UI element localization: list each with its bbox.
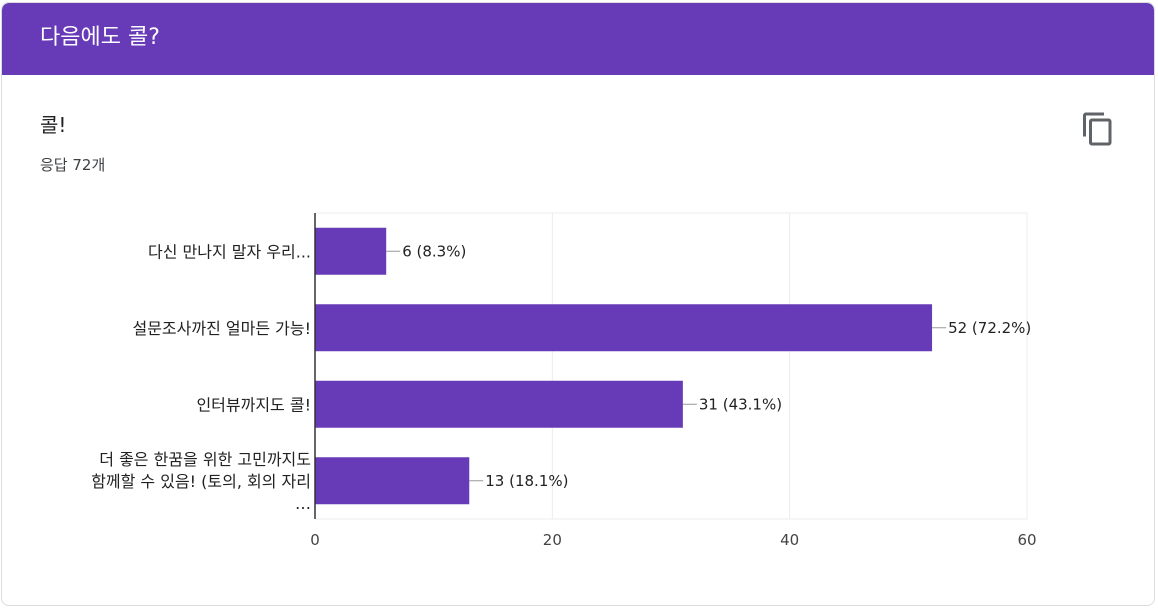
- category-label-3-0: 더 좋은 한꿈을 위한 고민까지도: [99, 450, 311, 469]
- bar-3: [315, 457, 470, 505]
- bar-1: [315, 304, 933, 352]
- value-label-3: 13 (18.1%): [485, 472, 568, 490]
- category-label-1-0: 설문조사까진 얼마든 가능!: [132, 319, 311, 338]
- x-tick-label-20: 20: [543, 531, 562, 549]
- copy-icon: [1083, 112, 1112, 146]
- copy-chart-button[interactable]: [1080, 111, 1116, 147]
- category-label-3-1: 함께할 수 있음! (토의, 회의 자리: [91, 472, 311, 491]
- value-label-2: 31 (43.1%): [699, 395, 782, 413]
- bar-chart: 6 (8.3%) 다신 만나지 말자 우리... 52 (72.2%) 설문조사까진 …: [91, 212, 1037, 549]
- category-label-2-0: 인터뷰까지도 콜!: [196, 395, 311, 414]
- x-tick-label-0: 0: [310, 531, 320, 549]
- section-header: 다음에도 콜?: [2, 3, 1154, 75]
- bar-2: [315, 380, 683, 428]
- category-label-0-0: 다신 만나지 말자 우리...: [148, 242, 311, 261]
- value-label-1: 52 (72.2%): [948, 319, 1031, 337]
- x-tick-label-40: 40: [780, 531, 799, 549]
- bar-0: [315, 227, 387, 275]
- response-count: 응답 72개: [40, 156, 106, 174]
- x-tick-label-60: 60: [1017, 531, 1036, 549]
- value-label-0: 6 (8.3%): [402, 242, 466, 260]
- category-label-3-2: …: [295, 494, 311, 513]
- section-title: 다음에도 콜?: [40, 25, 160, 50]
- question-title: 콜!: [40, 113, 67, 137]
